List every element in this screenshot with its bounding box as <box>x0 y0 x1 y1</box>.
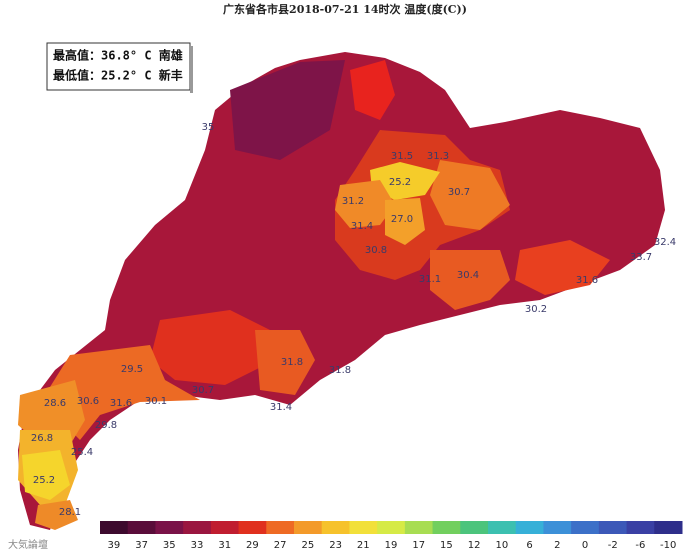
legend-swatch <box>321 521 350 534</box>
legend-swatch <box>349 521 378 534</box>
legend-swatch <box>488 521 517 534</box>
map-label: 30.7 <box>192 385 214 396</box>
map-label: 31.2 <box>342 196 364 207</box>
legend-swatch <box>432 521 461 534</box>
legend-swatch <box>210 521 240 534</box>
watermark: 大気論壇 <box>8 538 48 551</box>
map-label: 30.6 <box>77 396 99 407</box>
region-dark <box>18 52 665 530</box>
region-xf <box>370 162 440 200</box>
region-xw <box>35 500 78 530</box>
legend-tick: 12 <box>468 540 481 551</box>
map-label: 28.1 <box>59 507 81 518</box>
legend-tick: 39 <box>107 540 120 551</box>
map-label: 30.8 <box>365 245 387 256</box>
legend-swatch <box>543 521 572 534</box>
map-label: 27.0 <box>391 214 413 225</box>
region-north <box>230 60 345 160</box>
map-label: 30.4 <box>457 270 479 281</box>
legend-tick: -6 <box>635 540 645 551</box>
region-lz2 <box>22 450 70 500</box>
map-label: 35 <box>202 122 215 133</box>
map-label: 31.8 <box>281 357 303 368</box>
map-label: 25.2 <box>33 475 55 486</box>
region-cf <box>335 180 395 228</box>
legend-swatch <box>100 521 129 534</box>
map-label: 25.2 <box>389 177 411 188</box>
legend-tick: 0 <box>582 540 588 551</box>
region-sw <box>515 240 610 295</box>
map-label: 33.7 <box>630 252 652 263</box>
legend-swatch <box>266 521 295 534</box>
legend-swatch <box>654 521 683 534</box>
legend-tick: 23 <box>329 540 342 551</box>
legend-tick: 35 <box>163 540 176 551</box>
min-text: 最低值：25.2° C 新丰 <box>53 68 183 83</box>
legend-tick: 15 <box>440 540 453 551</box>
region-yj <box>150 310 270 385</box>
legend-swatch <box>598 521 628 534</box>
map-label: 31.4 <box>270 402 292 413</box>
legend-swatch <box>515 521 544 534</box>
region-hy <box>430 160 510 230</box>
legend-tick: 31 <box>218 540 231 551</box>
map-label: 32.4 <box>654 237 676 248</box>
legend-swatch <box>571 521 600 534</box>
map-label: 29.8 <box>95 420 117 431</box>
legend-tick: 2 <box>554 540 560 551</box>
legend-swatch <box>238 521 267 534</box>
legend-swatch <box>294 521 323 534</box>
legend-swatch <box>460 521 489 534</box>
province-map <box>18 52 665 530</box>
region-tai <box>255 330 315 395</box>
map-label: 30.2 <box>525 304 547 315</box>
legend-tick: 37 <box>135 540 148 551</box>
legend-tick: 21 <box>357 540 370 551</box>
legend-swatch <box>155 521 184 534</box>
legend-tick: 25 <box>301 540 314 551</box>
region-sw2 <box>18 380 85 445</box>
map-label: 31.5 <box>391 151 413 162</box>
info-box-shadow <box>190 46 193 93</box>
map-label: 30.1 <box>145 396 167 407</box>
legend-tick: 6 <box>526 540 532 551</box>
map-label: 31.4 <box>351 221 373 232</box>
legend-tick: -2 <box>608 540 618 551</box>
map-label: 31.3 <box>427 151 449 162</box>
map-label: 26.8 <box>31 433 53 444</box>
legend-swatch <box>127 521 156 534</box>
legend-tick: -10 <box>660 540 676 551</box>
legend-tick: 10 <box>495 540 508 551</box>
region-hz <box>430 250 510 310</box>
region-nx <box>350 60 395 120</box>
legend-tick: 17 <box>412 540 425 551</box>
legend-tick: 19 <box>385 540 398 551</box>
map-label: 30.7 <box>448 187 470 198</box>
map-label: 25.4 <box>71 447 93 458</box>
legend-swatch <box>404 521 434 534</box>
max-text: 最高值：36.8° C 南雄 <box>53 48 183 63</box>
legend-swatch <box>183 521 212 534</box>
map-label: 29.5 <box>121 364 143 375</box>
map-label: 31.1 <box>419 274 441 285</box>
region-lm <box>385 198 425 245</box>
legend-swatch <box>377 521 406 534</box>
legend-tick: 33 <box>191 540 204 551</box>
legend-swatch <box>626 521 655 534</box>
legend-tick: 27 <box>274 540 287 551</box>
map-label: 31.8 <box>329 365 351 376</box>
map-label: 28.6 <box>44 398 66 409</box>
legend-tick: 29 <box>246 540 259 551</box>
title: 广东省各市县2018-07-21 14时次 温度(度(C)) <box>223 2 467 16</box>
map-label: 31.6 <box>110 398 132 409</box>
map-label: 31.6 <box>576 275 598 286</box>
info-box <box>46 42 191 91</box>
